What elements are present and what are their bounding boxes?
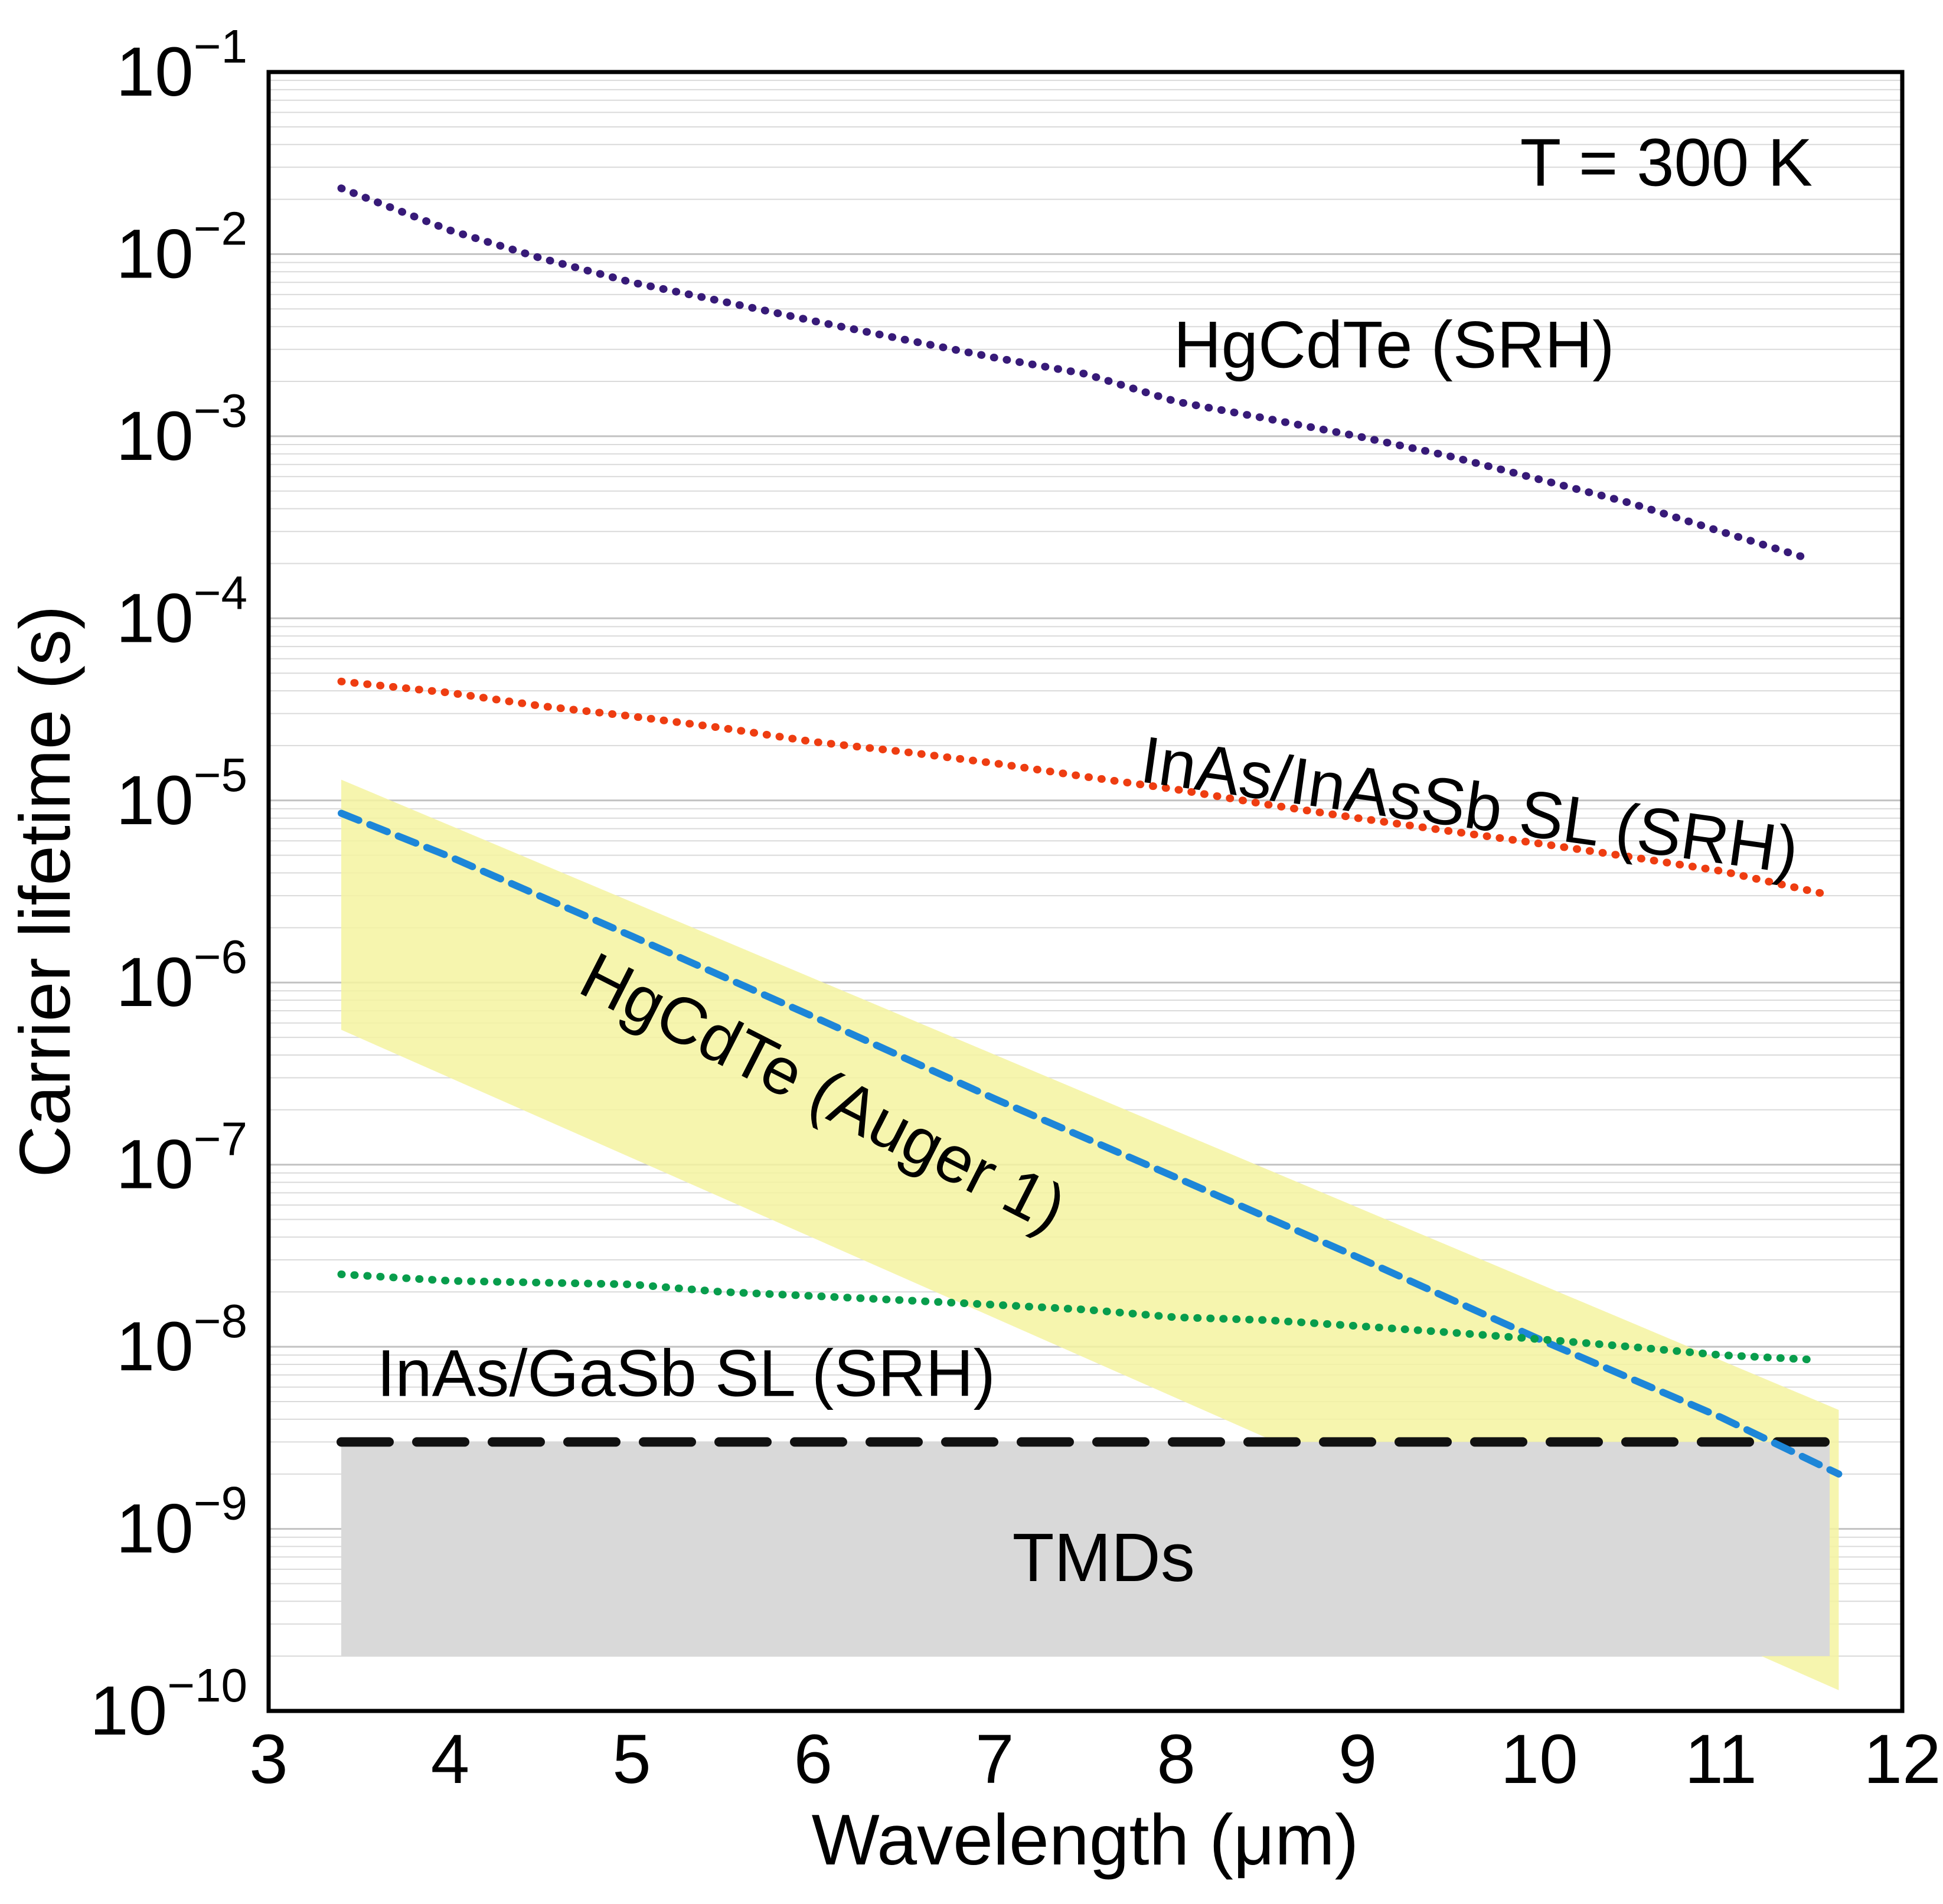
y-tick-exponent: −8 (194, 1295, 247, 1347)
plot-frame (266, 70, 1905, 1713)
y-tick-label-1e-4: 10−4 (116, 566, 247, 657)
y-tick-exponent: −9 (194, 1477, 247, 1530)
series-inas-inassb-sl-srh-line (337, 677, 1825, 897)
x-tick-label-11: 11 (1684, 1720, 1757, 1798)
y-tick-label-1e-1: 10−1 (116, 20, 247, 111)
series-hgcdte-srh-line (337, 184, 1815, 564)
x-tick-label-8: 8 (1157, 1720, 1196, 1798)
bands-group (341, 779, 1839, 1690)
temperature-label: T = 300 K (1520, 126, 1813, 201)
x-tick-label-3: 3 (249, 1720, 288, 1798)
y-tick-exponent: −4 (194, 566, 247, 619)
label-hgcdte-srh: HgCdTe (SRH) (1174, 308, 1615, 381)
y-tick-label-1e-3: 10−3 (116, 384, 247, 475)
x-tick-label-4: 4 (431, 1720, 470, 1798)
y-tick-exponent: −2 (194, 202, 247, 254)
y-tick-exponent: −6 (194, 930, 247, 983)
series-hgcdte-auger1-line (338, 809, 1843, 1478)
y-tick-label-1e-9: 10−9 (116, 1477, 247, 1568)
y-tick-exponent: −3 (194, 384, 247, 437)
y-tick-label-1e-10: 10−10 (90, 1659, 247, 1750)
x-tick-label-10: 10 (1500, 1720, 1578, 1798)
x-tick-label-12: 12 (1863, 1720, 1941, 1798)
y-tick-exponent: −7 (194, 1113, 247, 1165)
x-tick-label-9: 9 (1338, 1720, 1377, 1798)
x-tick-label-5: 5 (612, 1720, 651, 1798)
x-tick-label-7: 7 (975, 1720, 1014, 1798)
y-tick-exponent: −10 (167, 1659, 247, 1712)
y-axis-title: Carrier lifetime (s) (5, 605, 85, 1177)
x-axis-title: Wavelength (μm) (812, 1800, 1359, 1880)
tmds-region-band (341, 1442, 1830, 1657)
series-inas-gasb-sl-srh-line (337, 1270, 1815, 1364)
series-group (337, 184, 1843, 1478)
label-inas-gasb-sl-srh: InAs/GaSb SL (SRH) (377, 1336, 995, 1410)
y-tick-exponent: −1 (194, 20, 247, 73)
x-tick-label-6: 6 (793, 1720, 832, 1798)
y-tick-label-1e-7: 10−7 (116, 1113, 247, 1204)
tick-labels-group: 3 4 5 6 7 8 9 10 11 1210−110−210−310−410−510−610−… (90, 20, 1941, 1798)
y-tick-exponent: −5 (194, 749, 247, 801)
label-tmds: TMDs (1013, 1519, 1195, 1596)
